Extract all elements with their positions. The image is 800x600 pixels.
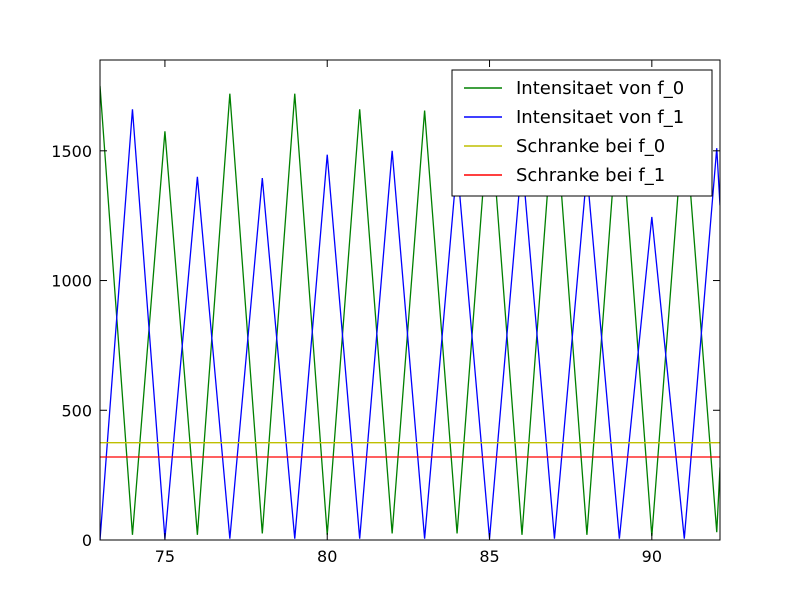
legend-label-2: Schranke bei f_0: [516, 136, 665, 157]
y-tick-label: 500: [61, 401, 92, 420]
legend-label-0: Intensitaet von f_0: [516, 78, 684, 99]
x-tick-label: 80: [317, 547, 337, 566]
series-line-1: [100, 109, 720, 540]
y-tick-label: 1500: [51, 142, 92, 161]
y-tick-label: 1000: [51, 272, 92, 291]
series-layer: [100, 85, 720, 540]
plot-frame: [99, 59, 721, 541]
y-tick-label: 0: [82, 531, 92, 550]
x-tick-label: 90: [642, 547, 662, 566]
legend: Intensitaet von f_0 Intensitaet von f_1 Sc…: [451, 69, 713, 197]
x-tick-label: 85: [479, 547, 499, 566]
series-line-0: [100, 85, 720, 537]
legend-label-1: Intensitaet von f_1: [516, 107, 684, 128]
legend-label-3: Schranke bei f_1: [516, 165, 665, 186]
x-tick-label: 75: [155, 547, 175, 566]
axes-layer: 75 80 85 90 0 500 1000 1500: [51, 59, 721, 566]
